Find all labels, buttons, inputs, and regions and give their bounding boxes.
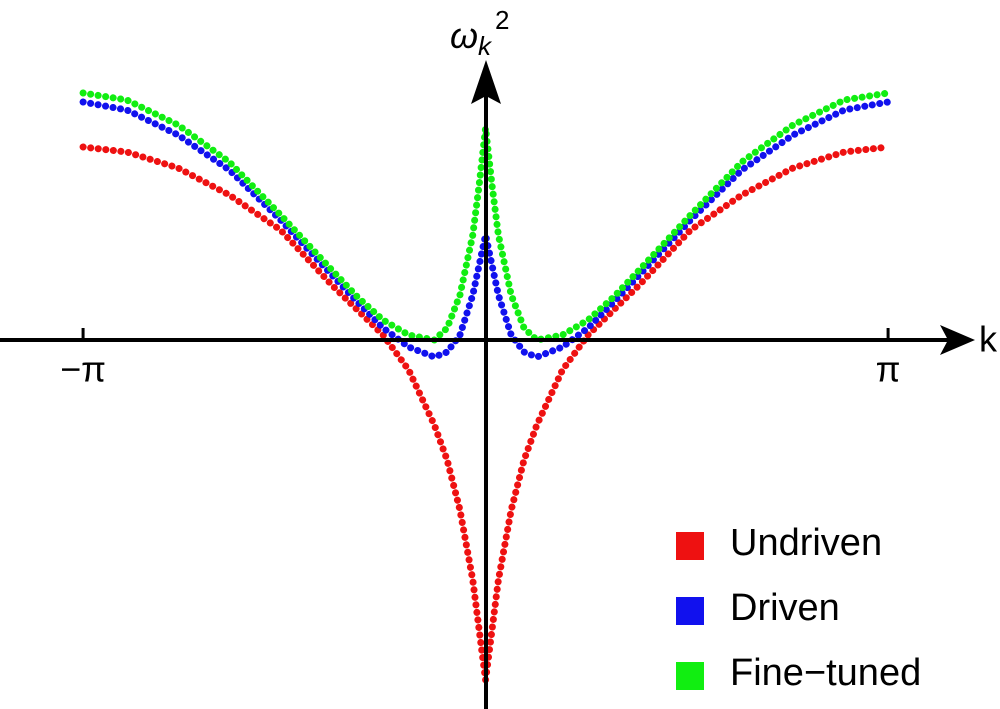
x-tick-label: π [876,349,901,390]
x-tick-label: −π [60,349,106,390]
y-axis-arrow [471,60,501,104]
legend-label: Fine−tuned [730,652,921,694]
x-axis-label: k [979,319,998,360]
x-axis-arrow [940,325,975,355]
legend-swatch [676,597,704,625]
legend-swatch [676,662,704,690]
legend-swatch [676,532,704,560]
legend-label: Driven [730,587,840,629]
y-label-sub: k [478,31,493,61]
y-label-base: ω [450,15,478,56]
y-axis-label: ωk2 [450,5,510,61]
legend-label: Undriven [730,522,882,564]
y-label-sup: 2 [495,5,509,35]
